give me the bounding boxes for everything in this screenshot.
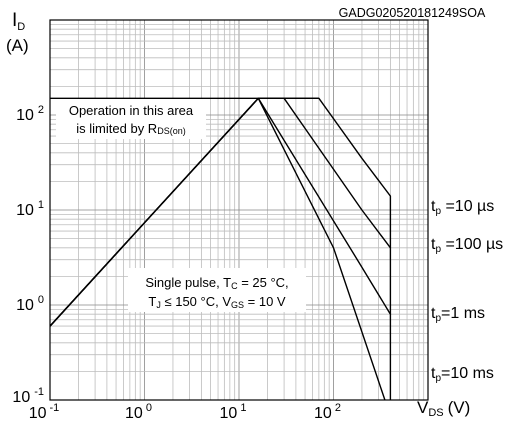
rds-annotation-line1: Operation in this area [69,103,194,118]
y-axis-label: ID [12,10,25,33]
conditions-line1: Single pulse, TC = 25 °C, [145,275,288,291]
x-tick-label: 10 0 [125,402,152,422]
conditions-annotation-bg [128,268,306,312]
series-label-2: tp =100 µs [431,236,503,255]
y-tick-label: 10 -1 [12,386,44,406]
series-curve-4 [49,97,386,401]
conditions-line2: TJ ≤ 150 °C, VGS = 10 V [148,294,286,310]
y-tick-label: 10 0 [16,294,44,314]
series-label-4: tp=10 ms [431,365,494,384]
series-label-3: tp=1 ms [431,305,485,324]
x-tick-label: 10 1 [220,402,247,422]
plot-frame [49,19,429,401]
series-label-1: tp =10 µs [431,198,494,217]
y-tick-label: 10 1 [16,199,44,219]
x-tick-labels: 10 -1 10 0 10 1 10 2 [29,402,341,422]
series-labels: tp =10 µs tp =100 µs tp=1 ms tp=10 ms [431,198,503,384]
x-axis-label: VDS (V) [417,398,470,419]
x-tick-label: 10 2 [314,402,341,422]
rds-annotation-bg [56,99,206,139]
curves [49,97,392,401]
grid [50,20,428,400]
y-axis-unit: (A) [6,36,29,55]
x-tick-label: 10 -1 [29,402,60,422]
y-tick-label: 10 2 [16,104,44,124]
title-code: GADG020520181249SOA [339,6,486,20]
rds-annotation-line2: is limited by RDS(on) [76,121,185,136]
